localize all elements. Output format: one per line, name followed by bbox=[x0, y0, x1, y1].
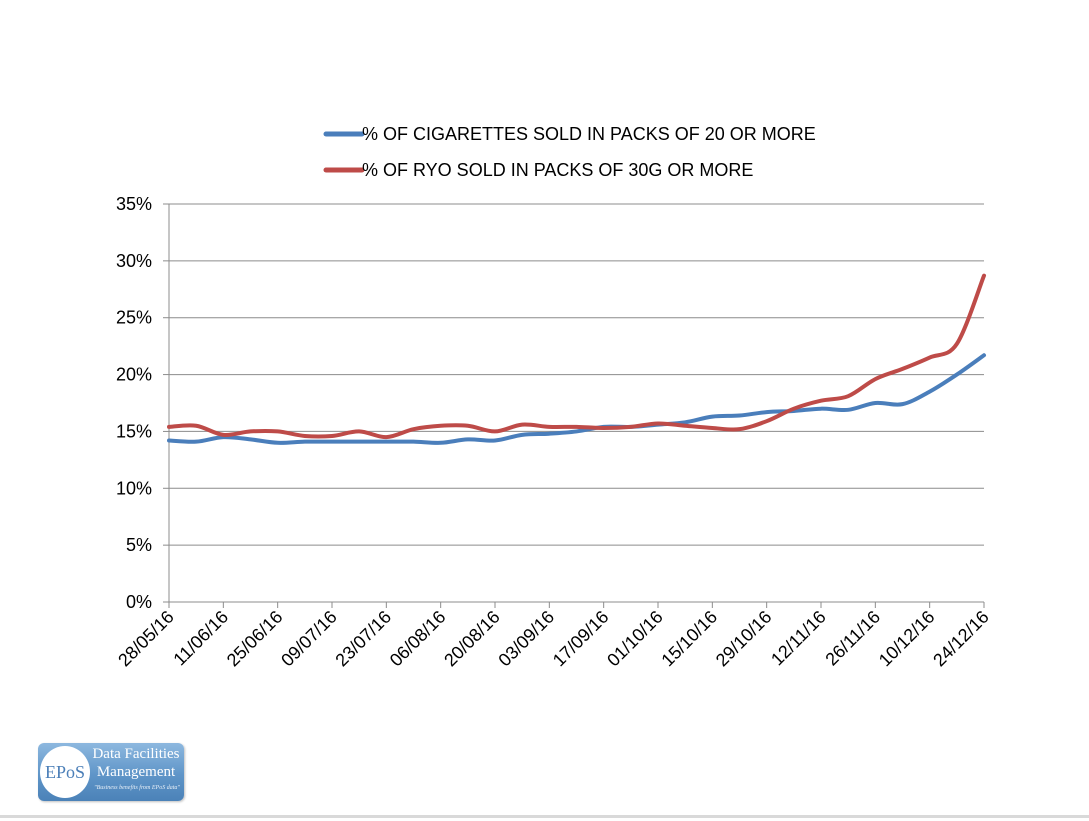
y-tick-label: 30% bbox=[116, 251, 152, 271]
gridlines bbox=[169, 203, 984, 546]
x-tick-label: 20/08/16 bbox=[440, 607, 504, 671]
x-tick-label: 10/12/16 bbox=[875, 607, 939, 671]
x-tick-label: 24/12/16 bbox=[929, 607, 993, 671]
x-tick-label: 03/09/16 bbox=[494, 607, 558, 671]
logo-line-1: Data Facilities bbox=[92, 746, 180, 762]
x-tick-label: 09/07/16 bbox=[277, 607, 341, 671]
series-line-1 bbox=[167, 353, 986, 445]
x-tick-label: 12/11/16 bbox=[767, 607, 830, 670]
y-tick-label: 25% bbox=[116, 308, 152, 328]
logo-mark: EPoS bbox=[40, 746, 90, 798]
bottom-divider bbox=[0, 815, 1089, 818]
x-tick-label: 28/05/16 bbox=[114, 607, 178, 671]
legend-label-2: % OF RYO SOLD IN PACKS OF 30G OR MORE bbox=[362, 160, 753, 180]
x-tick-label: 01/10/16 bbox=[603, 607, 667, 671]
x-tick-label: 26/11/16 bbox=[821, 607, 884, 670]
y-tick-label: 0% bbox=[126, 592, 152, 612]
logo-line-2: Management bbox=[96, 764, 176, 780]
y-tick-label: 10% bbox=[116, 478, 152, 498]
x-tick-label: 23/07/16 bbox=[331, 607, 395, 671]
y-tick-label: 15% bbox=[116, 421, 152, 441]
series-line-2 bbox=[167, 273, 986, 440]
legend: % OF CIGARETTES SOLD IN PACKS OF 20 OR M… bbox=[323, 124, 816, 180]
logo-tagline: "Business benefits from EPoS data" bbox=[94, 785, 180, 791]
x-tick-label: 11/06/16 bbox=[169, 607, 232, 670]
y-tick-label: 5% bbox=[126, 535, 152, 555]
legend-label-1: % OF CIGARETTES SOLD IN PACKS OF 20 OR M… bbox=[362, 124, 816, 144]
series-lines bbox=[167, 273, 986, 445]
y-tick-label: 35% bbox=[116, 194, 152, 214]
company-logo: EPoS Data Facilities Management "Busines… bbox=[38, 743, 184, 801]
x-tick-label: 29/10/16 bbox=[712, 607, 776, 671]
y-tick-label: 20% bbox=[116, 365, 152, 385]
x-tick-label: 25/06/16 bbox=[223, 607, 287, 671]
x-tick-label: 15/10/16 bbox=[657, 607, 721, 671]
x-tick-label: 17/09/16 bbox=[549, 607, 613, 671]
x-tick-label: 06/08/16 bbox=[386, 607, 450, 671]
